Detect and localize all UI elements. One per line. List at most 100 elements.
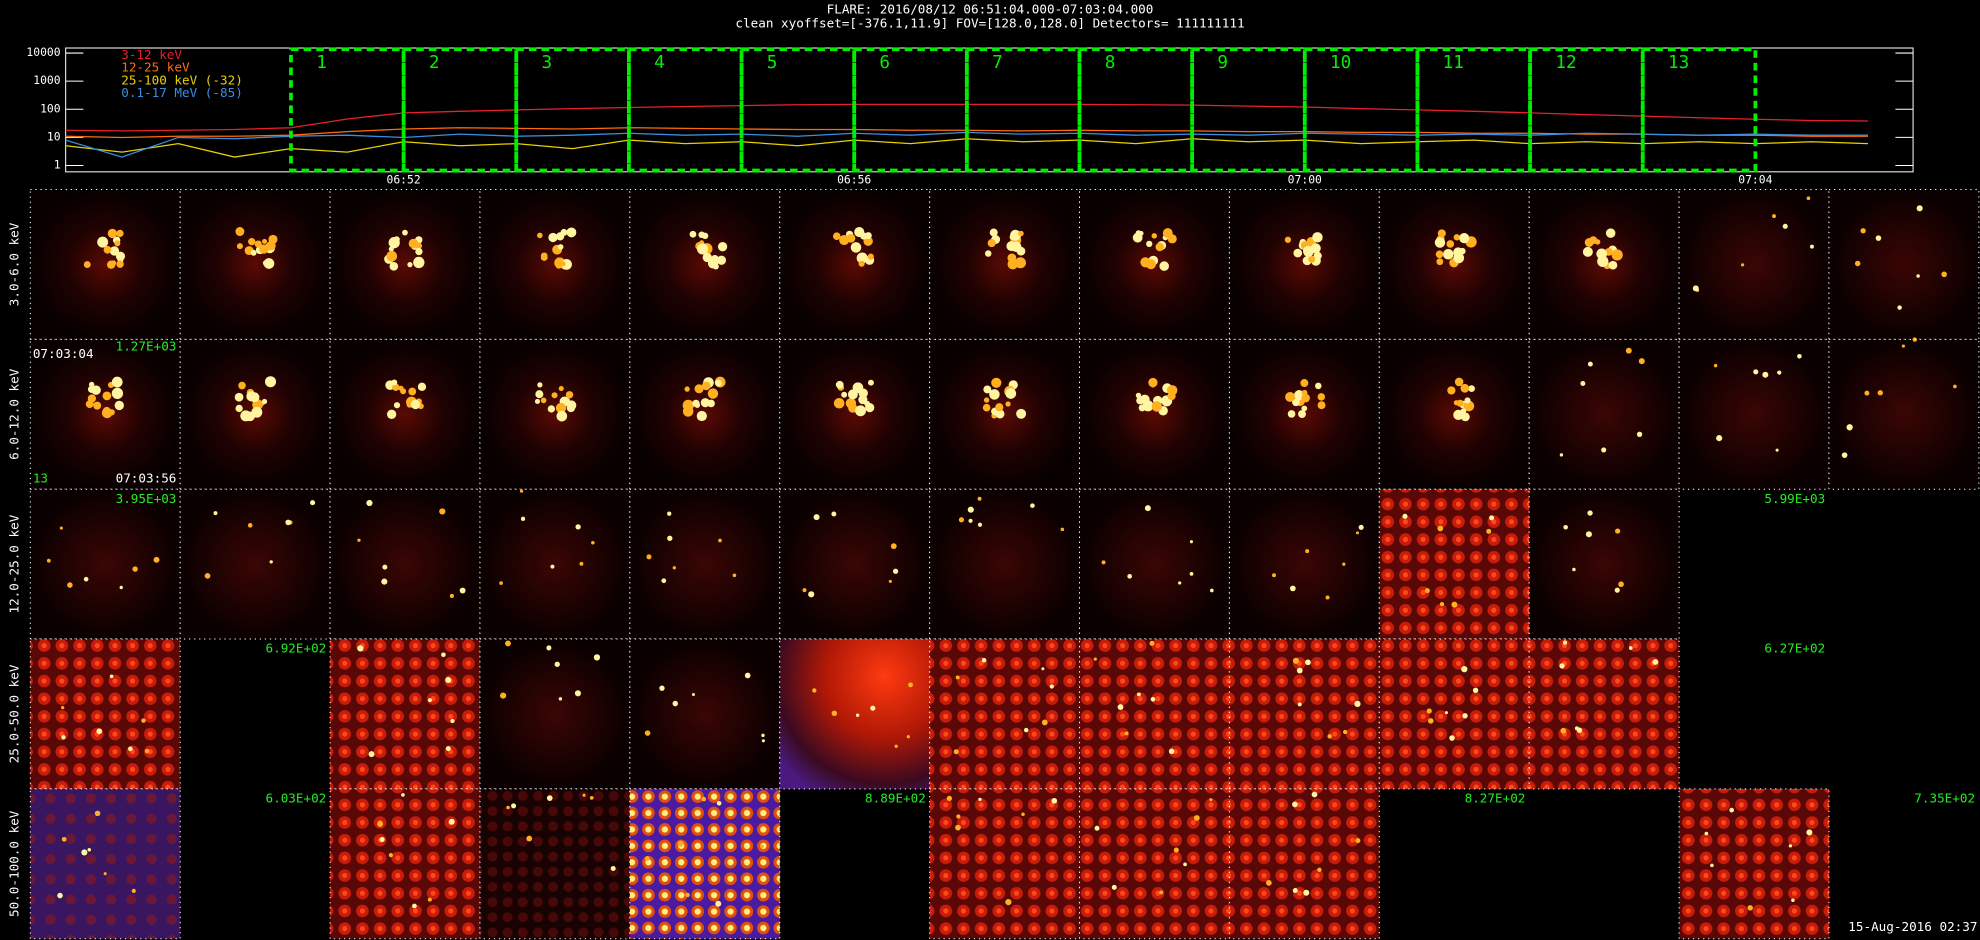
source-blob	[1434, 237, 1446, 248]
source-blob	[841, 391, 848, 398]
source-blob	[1777, 370, 1782, 375]
source-blob	[691, 693, 695, 697]
source-blob	[1710, 863, 1714, 868]
source-blob	[61, 735, 66, 740]
interval-box	[964, 47, 1082, 173]
peak-label: 8.27E+02	[1465, 790, 1526, 805]
cell-border	[629, 788, 781, 940]
y-tick-label: 1000	[33, 73, 61, 87]
source-blob	[1775, 448, 1779, 452]
source-blob	[558, 385, 564, 392]
interval-label: 5	[767, 53, 778, 73]
image-cell	[1529, 339, 1680, 490]
source-blob	[1051, 797, 1058, 804]
source-blob	[1454, 377, 1464, 387]
source-blob	[386, 409, 397, 419]
source-blob	[1704, 831, 1709, 836]
source-blob	[1453, 234, 1460, 241]
source-blob	[848, 403, 858, 413]
image-cell	[1079, 339, 1230, 490]
source-blob	[1877, 390, 1883, 396]
source-blob	[1729, 807, 1734, 813]
legend-entry: 25-100 keV (-32)	[121, 72, 243, 87]
source-blob	[555, 402, 567, 414]
source-blob	[978, 797, 982, 802]
image-cell	[629, 788, 780, 939]
source-blob	[566, 403, 576, 413]
source-blob	[1941, 271, 1947, 278]
legend-entry: 0.1-17 MeV (-85)	[121, 85, 243, 100]
image-cell	[180, 489, 331, 640]
source-blob	[1021, 812, 1025, 817]
source-blob	[1762, 371, 1769, 378]
end-time: 07:03:56	[116, 471, 177, 486]
source-blob	[1355, 838, 1361, 844]
image-cell	[180, 189, 331, 340]
source-blob	[858, 395, 868, 405]
source-blob	[103, 872, 107, 876]
cell-border	[1228, 638, 1380, 790]
image-cell	[1229, 489, 1380, 640]
source-blob	[698, 231, 705, 239]
source-blob	[1167, 392, 1176, 401]
source-blob	[1580, 381, 1586, 386]
start-time: 07:03:04	[33, 346, 94, 361]
source-blob	[983, 397, 990, 403]
source-blob	[114, 240, 121, 247]
source-blob	[400, 388, 407, 395]
row-label: 6.0-12.0 keV	[7, 368, 22, 460]
source-blob	[1559, 663, 1565, 669]
interval-label: 2	[429, 53, 440, 73]
image-cell	[1828, 339, 1979, 490]
source-blob	[250, 249, 257, 256]
source-blob	[956, 814, 961, 819]
source-blob	[579, 561, 584, 566]
source-blob	[1459, 233, 1470, 244]
source-blob	[410, 399, 421, 410]
image-cell	[1229, 189, 1380, 340]
source-blob	[1354, 700, 1361, 707]
source-blob	[261, 238, 268, 244]
image-cell	[330, 788, 480, 939]
source-blob	[557, 244, 564, 250]
cell-border	[1079, 788, 1230, 940]
source-blob	[1167, 234, 1177, 244]
row-label: 25.0-50.0 keV	[7, 664, 22, 763]
source-blob	[415, 247, 423, 256]
peak-label: 1.27E+03	[116, 338, 177, 353]
source-blob	[832, 232, 841, 240]
image-cell	[779, 189, 930, 340]
source-blob	[1312, 232, 1323, 243]
cell-border	[1228, 189, 1380, 340]
source-blob	[1614, 587, 1620, 593]
cell-border	[329, 788, 481, 940]
source-blob	[1797, 353, 1802, 359]
source-blob	[240, 410, 252, 422]
source-blob	[61, 705, 65, 710]
interval-box	[627, 47, 744, 173]
source-blob	[546, 645, 552, 651]
cell-border	[479, 189, 631, 340]
cell-border	[629, 189, 781, 340]
source-blob	[1460, 408, 1467, 414]
source-blob	[459, 587, 466, 594]
source-blob	[1016, 408, 1027, 419]
source-blob	[1305, 659, 1311, 666]
source-blob	[111, 376, 123, 388]
cell-border	[1678, 338, 1830, 490]
source-blob	[1317, 393, 1326, 401]
source-blob	[441, 652, 446, 658]
source-blob	[109, 246, 120, 256]
source-blob	[1435, 250, 1444, 259]
source-blob	[1864, 390, 1870, 396]
source-blob	[1652, 659, 1659, 665]
image-cell	[1079, 788, 1230, 939]
source-blob	[1302, 245, 1314, 257]
source-blob	[153, 556, 160, 563]
cell-border	[1378, 638, 1530, 790]
interval-label: 6	[879, 53, 890, 73]
source-blob	[761, 733, 765, 738]
source-blob	[1638, 358, 1645, 365]
source-blob	[894, 744, 898, 748]
